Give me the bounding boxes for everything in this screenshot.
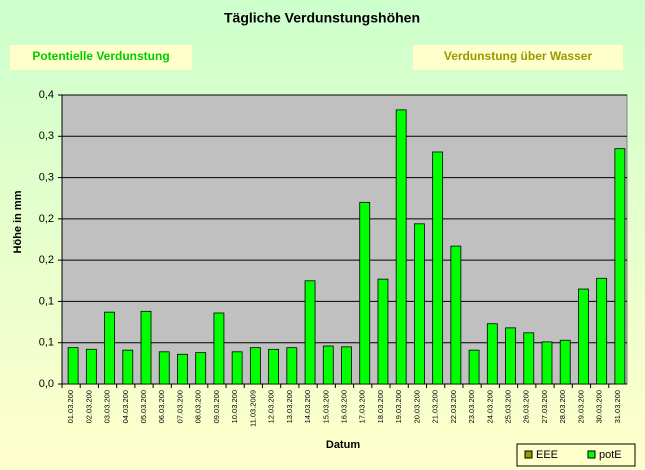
bar xyxy=(104,311,115,385)
x-tick-label: 05.03.200 xyxy=(139,390,148,423)
bar xyxy=(614,148,626,385)
annotation: Potentielle Verdunstung xyxy=(32,49,169,63)
x-tick-label: 09.03.200 xyxy=(212,390,221,423)
annotation: Verdunstung über Wasser xyxy=(444,49,593,63)
y-tick-label: 0,0 xyxy=(39,378,54,390)
x-tick-label: 11.03.2009 xyxy=(248,390,257,427)
chart-title: Tägliche Verdunstungshöhen xyxy=(224,10,420,26)
bar xyxy=(377,278,389,385)
y-tick-label: 0,3 xyxy=(39,130,54,142)
annotation-box xyxy=(413,45,623,70)
x-tick-label: 16.03.200 xyxy=(339,390,348,423)
x-tick-label: 30.03.200 xyxy=(595,390,604,423)
x-tick-label: 12.03.200 xyxy=(267,390,276,423)
bar xyxy=(395,109,407,385)
x-tick-label: 19.03.200 xyxy=(394,390,403,423)
legend-label: potE xyxy=(599,449,622,461)
y-tick-label: 0,2 xyxy=(39,213,54,225)
y-tick-label: 0,1 xyxy=(39,295,54,307)
bar xyxy=(523,332,535,385)
x-tick-label: 18.03.200 xyxy=(376,390,385,423)
x-tick-label: 04.03.200 xyxy=(121,390,130,423)
bar xyxy=(359,201,371,385)
x-tick-label: 25.03.200 xyxy=(504,390,513,423)
bar xyxy=(450,245,462,385)
x-tick-label: 02.03.200 xyxy=(84,390,93,423)
x-tick-label: 07.03.200 xyxy=(175,390,184,423)
bar xyxy=(468,349,480,385)
x-tick-label: 23.03.200 xyxy=(467,390,476,423)
x-tick-label: 06.03.200 xyxy=(157,390,166,423)
x-tick-label: 20.03.200 xyxy=(412,390,421,423)
bar xyxy=(505,327,516,385)
bar xyxy=(231,351,243,385)
bar xyxy=(249,347,261,385)
x-tick-label: 10.03.200 xyxy=(230,390,239,423)
bar xyxy=(414,223,425,385)
bar xyxy=(559,339,571,385)
x-axis-label: Datum xyxy=(326,439,360,451)
bar xyxy=(304,280,316,385)
x-tick-label: 08.03.200 xyxy=(194,390,203,423)
annotation-box xyxy=(10,45,192,70)
x-tick-label: 22.03.200 xyxy=(449,390,458,423)
bar xyxy=(213,312,225,385)
bar xyxy=(286,347,298,385)
bar xyxy=(85,348,97,385)
bar xyxy=(177,353,188,385)
x-tick-label: 17.03.200 xyxy=(358,390,367,423)
bar xyxy=(268,348,279,385)
bar xyxy=(67,347,79,385)
x-tick-label: 27.03.200 xyxy=(540,390,549,423)
y-tick-label: 0,1 xyxy=(39,337,54,349)
x-tick-label: 21.03.200 xyxy=(431,390,440,423)
x-tick-label: 13.03.200 xyxy=(285,390,294,423)
bar xyxy=(158,351,170,385)
y-tick-label: 0,3 xyxy=(39,171,54,183)
bar xyxy=(432,151,444,385)
bar xyxy=(486,323,498,385)
x-tick-label: 29.03.200 xyxy=(576,390,585,423)
x-tick-label: 28.03.200 xyxy=(558,390,567,423)
x-tick-label: 24.03.200 xyxy=(485,390,494,423)
bar xyxy=(578,288,589,385)
legend-swatch xyxy=(587,450,596,459)
x-tick-label: 14.03.200 xyxy=(303,390,312,423)
legend-box xyxy=(516,443,636,467)
legend-swatch xyxy=(524,450,533,459)
y-axis-label: Höhe in mm xyxy=(12,190,24,253)
x-tick-label: 31.03.200 xyxy=(613,390,622,423)
x-tick-label: 01.03.200 xyxy=(66,390,75,423)
legend-label: EEE xyxy=(536,449,558,461)
bar xyxy=(322,345,334,385)
bar xyxy=(140,310,152,385)
y-tick-label: 0,2 xyxy=(39,254,54,266)
x-tick-label: 26.03.200 xyxy=(522,390,531,423)
bar xyxy=(541,341,553,385)
y-tick-label: 0,4 xyxy=(39,89,54,101)
x-tick-label: 03.03.200 xyxy=(103,390,112,423)
bar xyxy=(122,349,134,385)
bar xyxy=(195,352,207,385)
x-tick-label: 15.03.200 xyxy=(321,390,330,423)
bar xyxy=(596,277,608,385)
bar xyxy=(341,346,352,385)
